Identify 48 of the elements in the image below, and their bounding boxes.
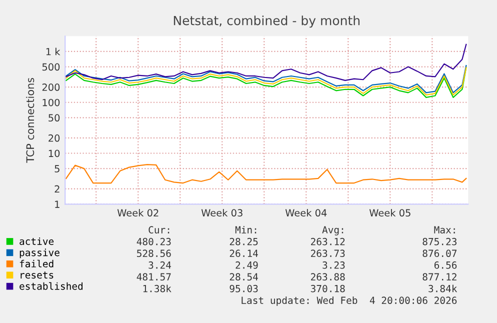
legend-label: passive (20, 248, 60, 258)
legend-label: active (20, 237, 54, 245)
chart-title: Netstat, combined - by month (174, 16, 360, 28)
text: 26.14 (230, 250, 258, 258)
text: 3.24 (148, 261, 171, 269)
legend-label: established (20, 282, 82, 290)
y-tick-label: 1 k (46, 48, 60, 56)
text: 28.25 (230, 238, 258, 246)
text: 263.73 (311, 250, 345, 258)
x-tick-label: Week 02 (117, 208, 158, 217)
y-tick-label: 50 (48, 114, 60, 122)
y-tick-label: 100 (42, 98, 60, 106)
legend-label: resets (20, 272, 54, 279)
text: 28.54 (230, 273, 258, 281)
text: 370.18 (310, 284, 345, 292)
text: 263.12 (311, 238, 345, 246)
text: 263.88 (311, 273, 345, 281)
y-tick-label: 10 (48, 150, 60, 158)
text: Min: (235, 226, 256, 234)
text: 6.56 (434, 261, 457, 269)
x-tick-label: Week 03 (201, 208, 242, 217)
text: 528.56 (137, 250, 171, 258)
text: Avg: (322, 226, 344, 236)
y-tick-label: 200 (42, 84, 60, 91)
y-tick-label: 1 (55, 200, 60, 208)
line-series (66, 164, 467, 184)
y-tick-label: 5 (54, 165, 60, 172)
y-tick-label: 20 (48, 134, 60, 142)
text: 1.38k (143, 284, 172, 292)
text: 480.23 (136, 238, 171, 246)
text: 875.23 (422, 238, 457, 246)
x-tick-label: Week 04 (285, 208, 327, 217)
y-tick-label: 500 (42, 63, 60, 71)
legend-label: failed (20, 260, 54, 268)
text: Max: (434, 226, 455, 234)
text: 876.07 (422, 250, 457, 258)
text: Last update: Wed Feb 4 20:00:06 2026 (242, 296, 457, 306)
text: 3.23 (322, 261, 345, 269)
y-tick-label: 2 (54, 185, 60, 193)
text: 95.03 (230, 284, 258, 292)
text: 481.57 (136, 273, 171, 281)
text: 877.12 (422, 273, 456, 281)
text: 3.84k (428, 284, 458, 292)
text: Cur: (148, 226, 170, 234)
text: 2.49 (236, 261, 258, 269)
line-series (66, 44, 467, 81)
y-axis-title: TCP connections (26, 78, 34, 163)
x-tick-label: Week 05 (369, 208, 410, 217)
